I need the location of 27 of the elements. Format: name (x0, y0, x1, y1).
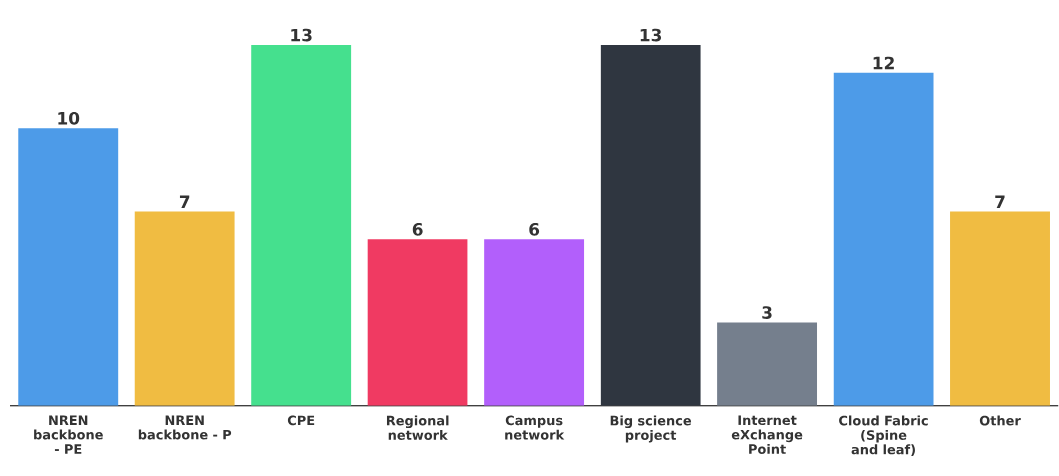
x-tick-label: Regional network (386, 415, 449, 441)
bar (600, 45, 701, 406)
bar (251, 45, 352, 406)
data-label: 6 (412, 223, 423, 236)
data-label: 13 (640, 28, 662, 42)
bar (367, 239, 468, 406)
bar (484, 239, 585, 406)
bar (18, 128, 119, 406)
data-label: 7 (995, 195, 1005, 209)
x-tick-label: NREN backbone - P (138, 415, 232, 440)
bar (134, 211, 235, 406)
x-tick-label: Internet eXchange Point (731, 415, 803, 455)
bar (717, 322, 818, 406)
x-tick-label: Cloud Fabric (Spine and leaf) (839, 415, 928, 457)
data-label: 12 (873, 56, 894, 70)
x-tick-label: CPE (287, 415, 315, 426)
bar (950, 211, 1050, 406)
data-label: 13 (291, 28, 312, 42)
bar (833, 72, 934, 406)
data-label: 6 (529, 223, 540, 236)
x-tick-label: NREN backbone - PE (34, 415, 103, 454)
data-label: 3 (762, 306, 772, 320)
x-tick-label: Other (979, 415, 1021, 426)
data-label: 10 (58, 112, 80, 125)
x-tick-label: Campus network (505, 415, 565, 440)
x-tick-label: Big science project (610, 415, 692, 443)
data-label: 7 (179, 195, 190, 209)
